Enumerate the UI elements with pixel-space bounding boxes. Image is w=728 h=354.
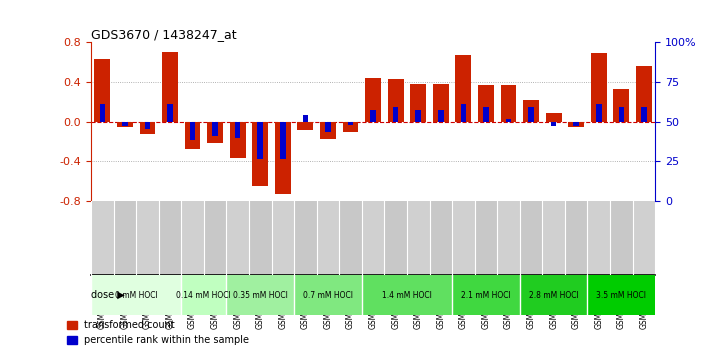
- Bar: [362, 201, 384, 275]
- Bar: [438, 110, 443, 122]
- Bar: [298, 122, 313, 130]
- Bar: [636, 66, 652, 122]
- Bar: [565, 201, 587, 275]
- Bar: [145, 122, 150, 129]
- Bar: [596, 104, 601, 122]
- Bar: [416, 110, 421, 122]
- Bar: [181, 275, 226, 315]
- Bar: [452, 201, 475, 275]
- Legend: transformed count, percentile rank within the sample: transformed count, percentile rank withi…: [63, 316, 253, 349]
- Bar: [185, 122, 200, 149]
- Text: 1.4 mM HOCl: 1.4 mM HOCl: [382, 291, 432, 300]
- Bar: [614, 89, 629, 122]
- Bar: [587, 275, 655, 315]
- Bar: [294, 275, 362, 315]
- Bar: [641, 107, 646, 122]
- Bar: [303, 115, 308, 122]
- Bar: [501, 85, 516, 122]
- Bar: [362, 275, 452, 315]
- Bar: [140, 122, 155, 134]
- Bar: [258, 122, 263, 159]
- Bar: [483, 107, 488, 122]
- Bar: [551, 122, 556, 126]
- Bar: [339, 201, 362, 275]
- Bar: [478, 85, 494, 122]
- Bar: [117, 122, 132, 127]
- Bar: [633, 201, 655, 275]
- Text: GDS3670 / 1438247_at: GDS3670 / 1438247_at: [91, 28, 237, 41]
- Bar: [388, 79, 403, 122]
- Bar: [253, 122, 268, 186]
- Bar: [280, 122, 285, 159]
- Bar: [167, 104, 173, 122]
- Bar: [136, 201, 159, 275]
- Text: 2.1 mM HOCl: 2.1 mM HOCl: [461, 291, 511, 300]
- Bar: [411, 84, 426, 122]
- Bar: [91, 275, 181, 315]
- Bar: [294, 201, 317, 275]
- Bar: [456, 55, 471, 122]
- Bar: [520, 201, 542, 275]
- Bar: [529, 107, 534, 122]
- Bar: [95, 59, 110, 122]
- Bar: [619, 107, 624, 122]
- Text: dose ▶: dose ▶: [92, 290, 125, 300]
- Bar: [159, 201, 181, 275]
- Bar: [475, 201, 497, 275]
- Bar: [546, 113, 561, 122]
- Bar: [393, 107, 398, 122]
- Bar: [343, 122, 358, 132]
- Text: 0.7 mM HOCl: 0.7 mM HOCl: [303, 291, 353, 300]
- Bar: [272, 201, 294, 275]
- Bar: [430, 201, 452, 275]
- Text: 0 mM HOCl: 0 mM HOCl: [115, 291, 157, 300]
- Bar: [371, 110, 376, 122]
- Bar: [348, 122, 353, 125]
- Bar: [204, 201, 226, 275]
- Bar: [461, 104, 466, 122]
- Bar: [497, 201, 520, 275]
- Bar: [587, 201, 610, 275]
- Bar: [365, 78, 381, 122]
- Bar: [407, 201, 430, 275]
- Bar: [569, 122, 584, 127]
- Bar: [433, 84, 448, 122]
- Bar: [520, 275, 587, 315]
- Bar: [523, 100, 539, 122]
- Bar: [122, 122, 127, 126]
- Bar: [317, 201, 339, 275]
- Text: 3.5 mM HOCl: 3.5 mM HOCl: [596, 291, 646, 300]
- Bar: [574, 122, 579, 126]
- Bar: [275, 122, 290, 194]
- Bar: [91, 201, 114, 275]
- Bar: [213, 122, 218, 136]
- Bar: [542, 201, 565, 275]
- Bar: [226, 275, 294, 315]
- Text: 0.35 mM HOCl: 0.35 mM HOCl: [233, 291, 288, 300]
- Text: 0.14 mM HOCl: 0.14 mM HOCl: [176, 291, 232, 300]
- Bar: [162, 52, 178, 122]
- Bar: [207, 122, 223, 143]
- Bar: [249, 201, 272, 275]
- Bar: [325, 122, 331, 132]
- Bar: [181, 201, 204, 275]
- Bar: [506, 119, 511, 122]
- Text: 2.8 mM HOCl: 2.8 mM HOCl: [529, 291, 579, 300]
- Bar: [610, 201, 633, 275]
- Bar: [384, 201, 407, 275]
- Bar: [235, 122, 240, 138]
- Bar: [230, 122, 245, 159]
- Bar: [591, 53, 606, 122]
- Bar: [320, 122, 336, 139]
- Bar: [114, 201, 136, 275]
- Bar: [226, 201, 249, 275]
- Bar: [100, 104, 105, 122]
- Bar: [190, 122, 195, 139]
- Bar: [452, 275, 520, 315]
